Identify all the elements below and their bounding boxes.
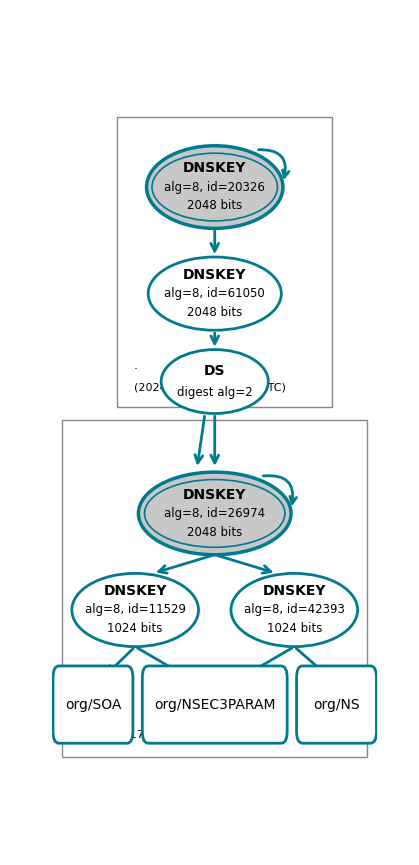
FancyBboxPatch shape — [297, 666, 376, 743]
Text: org: org — [75, 707, 96, 720]
Text: 1024 bits: 1024 bits — [108, 622, 163, 635]
Ellipse shape — [231, 573, 358, 647]
Text: alg=8, id=11529: alg=8, id=11529 — [85, 604, 186, 617]
Text: DS: DS — [204, 364, 225, 378]
Text: 2048 bits: 2048 bits — [187, 526, 242, 539]
FancyBboxPatch shape — [62, 420, 367, 757]
Text: DNSKEY: DNSKEY — [103, 585, 167, 599]
FancyBboxPatch shape — [53, 666, 133, 743]
Text: .: . — [134, 359, 137, 372]
Ellipse shape — [72, 573, 199, 647]
Ellipse shape — [138, 472, 291, 554]
Text: alg=8, id=61050: alg=8, id=61050 — [164, 287, 265, 300]
FancyArrowPatch shape — [259, 150, 289, 177]
Text: org/SOA: org/SOA — [65, 697, 121, 712]
FancyArrowPatch shape — [263, 476, 297, 503]
Text: 1024 bits: 1024 bits — [266, 622, 322, 635]
Text: 2048 bits: 2048 bits — [187, 199, 242, 212]
Text: DNSKEY: DNSKEY — [183, 162, 246, 176]
Text: alg=8, id=42393: alg=8, id=42393 — [244, 604, 345, 617]
Text: alg=8, id=26974: alg=8, id=26974 — [164, 507, 265, 520]
Text: (2024-11-17 23:53:44 UTC): (2024-11-17 23:53:44 UTC) — [75, 730, 227, 740]
FancyBboxPatch shape — [117, 117, 332, 407]
Text: org/NS: org/NS — [313, 697, 360, 712]
Ellipse shape — [161, 349, 268, 413]
Text: DNSKEY: DNSKEY — [183, 488, 246, 502]
Text: digest alg=2: digest alg=2 — [177, 386, 253, 399]
Text: DNSKEY: DNSKEY — [263, 585, 326, 599]
Text: (2024-11-17 23:42:13 UTC): (2024-11-17 23:42:13 UTC) — [134, 382, 285, 392]
Text: DNSKEY: DNSKEY — [183, 268, 246, 282]
Text: org/NSEC3PARAM: org/NSEC3PARAM — [154, 697, 275, 712]
FancyBboxPatch shape — [142, 666, 287, 743]
Text: 2048 bits: 2048 bits — [187, 305, 242, 319]
Text: alg=8, id=20326: alg=8, id=20326 — [164, 181, 265, 194]
Ellipse shape — [147, 146, 283, 228]
Ellipse shape — [148, 257, 281, 330]
